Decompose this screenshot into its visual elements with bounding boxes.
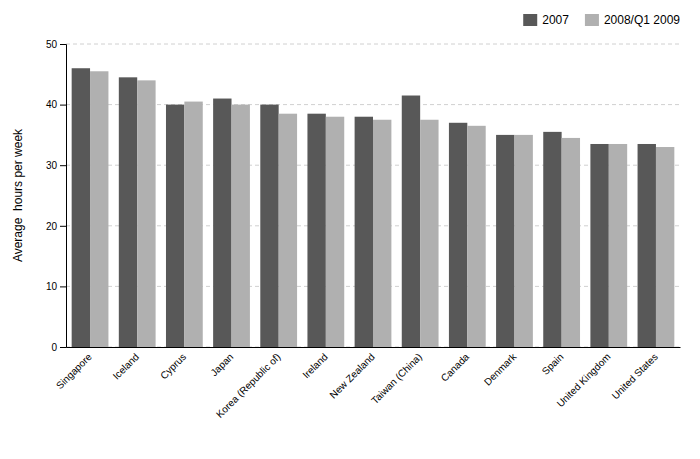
tick-label: New Zealand: [327, 351, 376, 400]
tick-label: 10: [46, 281, 58, 292]
tick-label: Japan: [208, 351, 235, 378]
bar: [402, 96, 420, 347]
tick: Singapore: [54, 351, 94, 391]
tick: United States: [610, 351, 660, 401]
bar: [609, 144, 627, 347]
tick: Denmark: [482, 350, 519, 387]
bar: [355, 117, 373, 347]
plot: 0 10 20 30 40 50 Singapore Iceland Cyprus JapanKo…: [46, 39, 681, 420]
tick: New Zealand: [327, 351, 376, 400]
legend-label: 2008/Q1 2009: [604, 13, 680, 27]
bar: [449, 123, 467, 347]
bars: [72, 68, 675, 347]
tick-label: Taiwan (China): [369, 351, 424, 406]
tick-mark: [60, 105, 66, 106]
tick: 10: [46, 281, 66, 292]
tick-label: Iceland: [111, 351, 142, 382]
tick-label: Ireland: [300, 351, 329, 380]
bar: [279, 114, 297, 347]
tick-mark: [60, 165, 66, 166]
grid-line: [66, 104, 680, 105]
bar: [90, 71, 108, 347]
tick-label: 50: [46, 39, 58, 50]
bar: [166, 105, 184, 347]
bar: [373, 120, 391, 347]
tick-label: 30: [46, 160, 58, 171]
x-axis: Singapore Iceland Cyprus JapanKorea (Republ…: [54, 348, 681, 420]
tick: Ireland: [300, 351, 329, 380]
tick: Spain: [540, 351, 566, 377]
tick: 0: [51, 342, 66, 353]
chart: 0 10 20 30 40 50 Singapore Iceland Cyprus JapanKo…: [0, 0, 700, 459]
tick-label: Cyprus: [158, 351, 188, 381]
axis-line: [60, 45, 67, 348]
tick-label: Korea (Republic of): [214, 351, 283, 420]
bar: [232, 105, 250, 347]
bar: [137, 80, 155, 347]
legend-swatch: [523, 14, 537, 26]
bar: [543, 132, 561, 347]
bar-series: [90, 71, 674, 347]
tick-mark: [60, 226, 66, 227]
tick-mark: [60, 286, 66, 287]
tick: United Kingdom: [555, 351, 613, 409]
bar: [184, 102, 202, 347]
tick: 30: [46, 160, 66, 171]
tick: Iceland: [111, 351, 142, 382]
tick-label: Spain: [540, 351, 566, 377]
tick: Japan: [208, 351, 235, 378]
bar: [638, 144, 656, 347]
legend-swatch: [585, 14, 599, 26]
tick-label: 0: [51, 342, 57, 353]
tick: Korea (Republic of): [214, 351, 283, 420]
y-axis: 0 10 20 30 40 50: [46, 39, 67, 353]
tick-label: 40: [46, 99, 58, 110]
tick: Taiwan (China): [369, 351, 424, 406]
y-axis-title: Average hours per week: [11, 128, 25, 262]
legend-item: 2008/Q1 2009: [585, 13, 680, 27]
tick-mark: [60, 347, 66, 348]
tick-mark: [60, 44, 66, 45]
grid: [66, 44, 680, 347]
tick: 40: [46, 99, 66, 110]
axis-line: [67, 347, 681, 348]
grid-line: [66, 44, 680, 45]
bar: [326, 117, 344, 347]
bar: [119, 77, 137, 347]
tick-label: United Kingdom: [555, 351, 613, 409]
bar: [496, 135, 514, 347]
legend: 2007 2008/Q1 2009: [523, 13, 680, 27]
bar: [467, 126, 485, 347]
bar: [213, 99, 231, 347]
tick: Canada: [439, 351, 472, 384]
bar: [590, 144, 608, 347]
bar: [260, 105, 278, 347]
bar: [72, 68, 90, 347]
bar: [514, 135, 532, 347]
legend-label: 2007: [542, 13, 569, 27]
tick: 20: [46, 221, 66, 232]
tick: Cyprus: [158, 351, 188, 381]
tick-label: Denmark: [482, 350, 519, 387]
tick-label: Singapore: [54, 351, 94, 391]
bar: [656, 147, 674, 347]
tick-label: Canada: [439, 351, 472, 384]
legend-item: 2007: [523, 13, 569, 27]
tick-label: United States: [610, 351, 660, 401]
tick: 50: [46, 39, 66, 50]
bar: [307, 114, 325, 347]
bar-series: [72, 68, 656, 347]
bar: [420, 120, 438, 347]
tick-label: 20: [46, 221, 58, 232]
bar: [562, 138, 580, 347]
